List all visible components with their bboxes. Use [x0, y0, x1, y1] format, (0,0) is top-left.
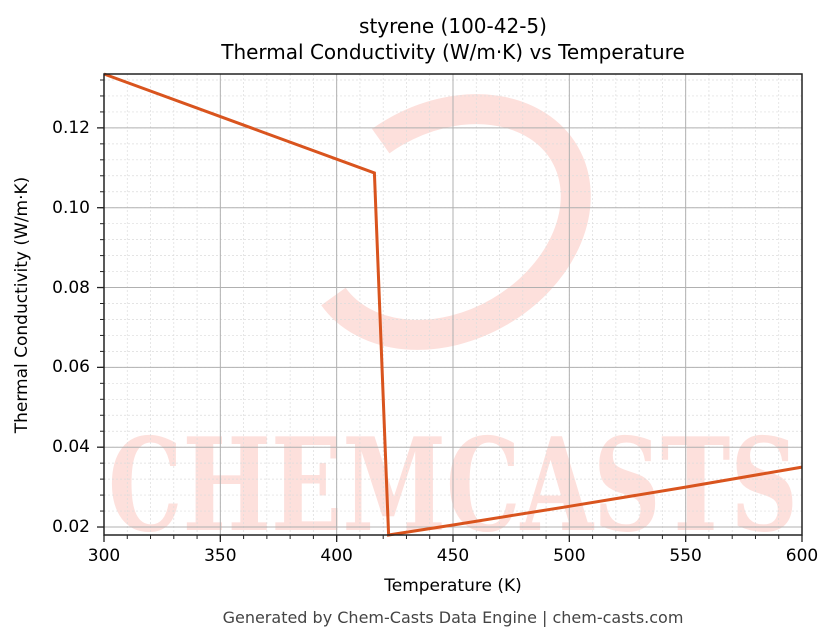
thermal-conductivity-line [103, 72, 803, 537]
x-tick-label: 400 [320, 546, 353, 566]
y-tick-label: 0.12 [52, 117, 90, 138]
x-tick-label: 300 [87, 546, 121, 566]
footer-credit: Generated by Chem-Casts Data Engine | ch… [222, 608, 684, 627]
x-tick-label: 500 [553, 546, 586, 566]
y-tick-label: 0.10 [52, 197, 90, 218]
y-tick-label: 0.04 [52, 437, 90, 458]
x-tick-label: 350 [204, 546, 237, 566]
axes-frame [103, 73, 803, 536]
y-tick-label: 0.02 [52, 517, 90, 538]
y-tick-label: 0.06 [52, 357, 90, 378]
chart-subtitle: Thermal Conductivity (W/m·K) vs Temperat… [221, 40, 685, 64]
x-tick-label: 550 [669, 546, 702, 566]
x-tick-label: 600 [785, 546, 819, 566]
y-axis-label: Thermal Conductivity (W/m·K) [12, 176, 32, 434]
y-tick-label: 0.08 [52, 277, 90, 298]
x-tick-label: 450 [436, 546, 470, 566]
x-axis-label: Temperature (K) [384, 576, 522, 596]
chart-title: styrene (100-42-5) [359, 14, 547, 38]
